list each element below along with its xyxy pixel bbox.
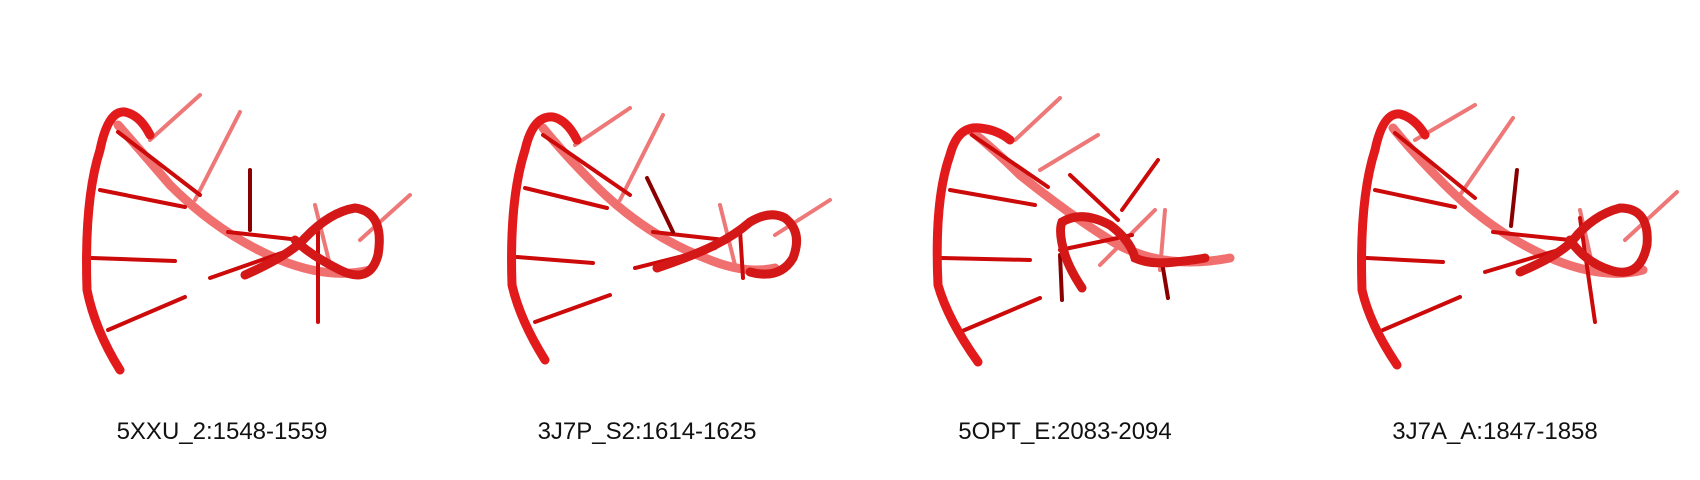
structure-panel-4: 3J7A_A:1847-1858: [1275, 0, 1700, 480]
rna-structure-3: [932, 96, 1235, 367]
panel-caption-3: 5OPT_E:2083-2094: [958, 418, 1172, 445]
rna-structure-1: [82, 93, 412, 375]
bases-far: [148, 93, 412, 267]
panel-caption-4: 3J7A_A:1847-1858: [1392, 418, 1598, 445]
structure-panel-2: 3J7P_S2:1614-1625: [425, 0, 850, 480]
panel-caption-1: 5XXU_2:1548-1559: [116, 418, 328, 445]
rna-structure-2: [507, 106, 832, 365]
backbone-loop: [240, 203, 384, 280]
bases-near: [90, 130, 320, 332]
structure-panel-1: 5XXU_2:1548-1559: [0, 0, 425, 480]
structure-panel-3: 5OPT_E:2083-2094: [850, 0, 1275, 480]
rna-structure-4: [1357, 103, 1679, 370]
panel-caption-2: 3J7P_S2:1614-1625: [537, 418, 757, 445]
backbone-near: [82, 107, 155, 375]
